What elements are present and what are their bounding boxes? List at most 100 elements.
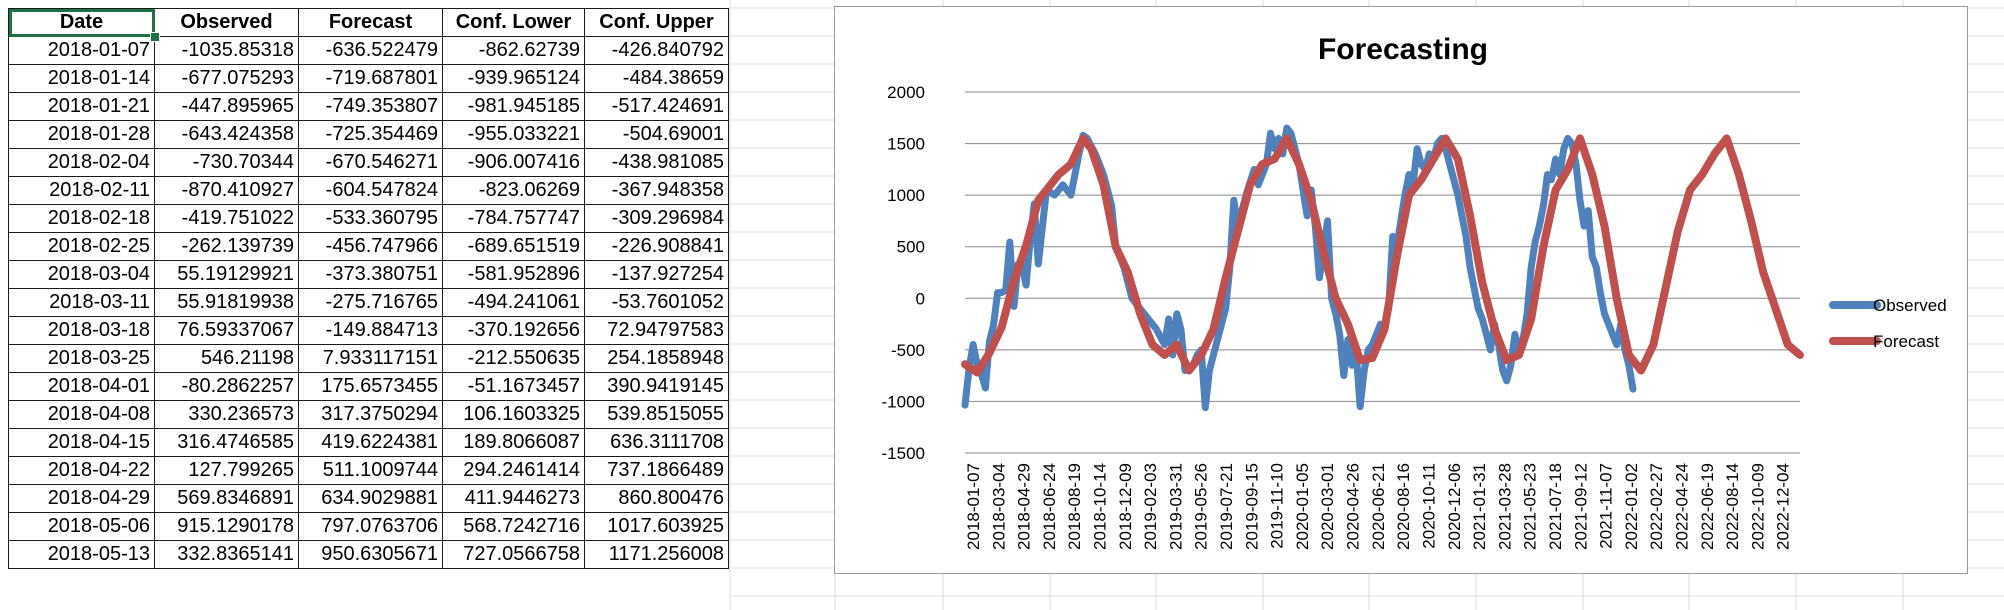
forecast-cell[interactable]: -456.747966 <box>298 232 443 261</box>
conf-upper-cell[interactable]: -504.69001 <box>584 120 729 149</box>
observed-cell[interactable]: 55.19129921 <box>154 260 299 289</box>
observed-cell[interactable]: 569.8346891 <box>154 484 299 513</box>
forecast-cell[interactable]: -275.716765 <box>298 288 443 317</box>
observed-cell[interactable]: 915.1290178 <box>154 512 299 541</box>
conf-lower-cell[interactable]: -906.007416 <box>442 148 585 177</box>
forecast-cell[interactable]: -670.546271 <box>298 148 443 177</box>
observed-cell[interactable]: -262.139739 <box>154 232 299 261</box>
observed-cell[interactable]: 330.236573 <box>154 400 299 429</box>
header-conf-upper-cell[interactable]: Conf. Upper <box>584 8 729 37</box>
conf-upper-cell[interactable]: -137.927254 <box>584 260 729 289</box>
date-cell[interactable]: 2018-02-04 <box>8 148 155 177</box>
forecast-cell[interactable]: 797.0763706 <box>298 512 443 541</box>
conf-lower-cell[interactable]: -51.1673457 <box>442 372 585 401</box>
observed-cell[interactable]: -80.2862257 <box>154 372 299 401</box>
observed-cell[interactable]: -643.424358 <box>154 120 299 149</box>
conf-upper-cell[interactable]: 254.1858948 <box>584 344 729 373</box>
conf-lower-cell[interactable]: -784.757747 <box>442 204 585 233</box>
forecast-cell[interactable]: -149.884713 <box>298 316 443 345</box>
date-cell[interactable]: 2018-02-25 <box>8 232 155 261</box>
forecast-cell[interactable]: 7.933117151 <box>298 344 443 373</box>
header-observed-cell[interactable]: Observed <box>154 8 299 37</box>
forecast-cell[interactable]: -533.360795 <box>298 204 443 233</box>
conf-lower-cell[interactable]: 411.9446273 <box>442 484 585 513</box>
observed-cell[interactable]: 55.91819938 <box>154 288 299 317</box>
observed-cell[interactable]: -1035.85318 <box>154 36 299 65</box>
date-cell[interactable]: 2018-04-01 <box>8 372 155 401</box>
observed-cell[interactable]: 546.21198 <box>154 344 299 373</box>
date-cell[interactable]: 2018-01-07 <box>8 36 155 65</box>
conf-lower-cell[interactable]: -581.952896 <box>442 260 585 289</box>
conf-upper-cell[interactable]: 539.8515055 <box>584 400 729 429</box>
date-cell[interactable]: 2018-03-18 <box>8 316 155 345</box>
date-cell[interactable]: 2018-02-11 <box>8 176 155 205</box>
forecast-cell[interactable]: -719.687801 <box>298 64 443 93</box>
header-date-cell[interactable]: Date <box>8 8 155 37</box>
forecast-chart[interactable]: Forecasting 2000 1500 1000 500 0 -500 -1000 -150… <box>834 6 1968 574</box>
conf-upper-cell[interactable]: 636.3111708 <box>584 428 729 457</box>
conf-upper-cell[interactable]: -484.38659 <box>584 64 729 93</box>
date-cell[interactable]: 2018-04-29 <box>8 484 155 513</box>
date-cell[interactable]: 2018-03-04 <box>8 260 155 289</box>
date-cell[interactable]: 2018-05-13 <box>8 540 155 569</box>
date-cell[interactable]: 2018-04-15 <box>8 428 155 457</box>
date-cell[interactable]: 2018-03-11 <box>8 288 155 317</box>
series-line-forecast[interactable] <box>961 134 1804 377</box>
conf-upper-cell[interactable]: -226.908841 <box>584 232 729 261</box>
forecast-cell[interactable]: 175.6573455 <box>298 372 443 401</box>
conf-lower-cell[interactable]: -370.192656 <box>442 316 585 345</box>
forecast-cell[interactable]: -604.547824 <box>298 176 443 205</box>
conf-lower-cell[interactable]: 189.8066087 <box>442 428 585 457</box>
conf-upper-cell[interactable]: -517.424691 <box>584 92 729 121</box>
date-cell[interactable]: 2018-04-22 <box>8 456 155 485</box>
observed-cell[interactable]: -419.751022 <box>154 204 299 233</box>
observed-cell[interactable]: -677.075293 <box>154 64 299 93</box>
date-cell[interactable]: 2018-02-18 <box>8 204 155 233</box>
conf-lower-cell[interactable]: 106.1603325 <box>442 400 585 429</box>
observed-cell[interactable]: -730.70344 <box>154 148 299 177</box>
forecast-cell[interactable]: -749.353807 <box>298 92 443 121</box>
conf-upper-cell[interactable]: -309.296984 <box>584 204 729 233</box>
observed-cell[interactable]: -870.410927 <box>154 176 299 205</box>
conf-lower-cell[interactable]: 568.7242716 <box>442 512 585 541</box>
conf-upper-cell[interactable]: 737.1866489 <box>584 456 729 485</box>
forecast-cell[interactable]: 634.9029881 <box>298 484 443 513</box>
observed-cell[interactable]: 127.799265 <box>154 456 299 485</box>
forecast-cell[interactable]: 317.3750294 <box>298 400 443 429</box>
observed-cell[interactable]: 316.4746585 <box>154 428 299 457</box>
observed-cell[interactable]: -447.895965 <box>154 92 299 121</box>
forecast-cell[interactable]: -725.354469 <box>298 120 443 149</box>
conf-lower-cell[interactable]: -981.945185 <box>442 92 585 121</box>
conf-lower-cell[interactable]: 727.0566758 <box>442 540 585 569</box>
conf-upper-cell[interactable]: -438.981085 <box>584 148 729 177</box>
header-conf-lower-cell[interactable]: Conf. Lower <box>442 8 585 37</box>
conf-lower-cell[interactable]: -939.965124 <box>442 64 585 93</box>
forecast-cell[interactable]: 511.1009744 <box>298 456 443 485</box>
date-cell[interactable]: 2018-03-25 <box>8 344 155 373</box>
conf-upper-cell[interactable]: -367.948358 <box>584 176 729 205</box>
conf-lower-cell[interactable]: -823.06269 <box>442 176 585 205</box>
conf-upper-cell[interactable]: -426.840792 <box>584 36 729 65</box>
date-cell[interactable]: 2018-01-14 <box>8 64 155 93</box>
conf-lower-cell[interactable]: -862.62739 <box>442 36 585 65</box>
fill-handle[interactable] <box>150 32 160 42</box>
conf-lower-cell[interactable]: -494.241061 <box>442 288 585 317</box>
date-cell[interactable]: 2018-05-06 <box>8 512 155 541</box>
forecast-cell[interactable]: -373.380751 <box>298 260 443 289</box>
conf-lower-cell[interactable]: -955.033221 <box>442 120 585 149</box>
conf-upper-cell[interactable]: -53.7601052 <box>584 288 729 317</box>
conf-lower-cell[interactable]: -689.651519 <box>442 232 585 261</box>
conf-lower-cell[interactable]: 294.2461414 <box>442 456 585 485</box>
date-cell[interactable]: 2018-01-28 <box>8 120 155 149</box>
forecast-cell[interactable]: 419.6224381 <box>298 428 443 457</box>
observed-cell[interactable]: 332.8365141 <box>154 540 299 569</box>
forecast-cell[interactable]: 950.6305671 <box>298 540 443 569</box>
conf-upper-cell[interactable]: 390.9419145 <box>584 372 729 401</box>
header-forecast-cell[interactable]: Forecast <box>298 8 443 37</box>
conf-upper-cell[interactable]: 1017.603925 <box>584 512 729 541</box>
conf-upper-cell[interactable]: 72.94797583 <box>584 316 729 345</box>
observed-cell[interactable]: 76.59337067 <box>154 316 299 345</box>
conf-upper-cell[interactable]: 1171.256008 <box>584 540 729 569</box>
conf-lower-cell[interactable]: -212.550635 <box>442 344 585 373</box>
forecast-cell[interactable]: -636.522479 <box>298 36 443 65</box>
